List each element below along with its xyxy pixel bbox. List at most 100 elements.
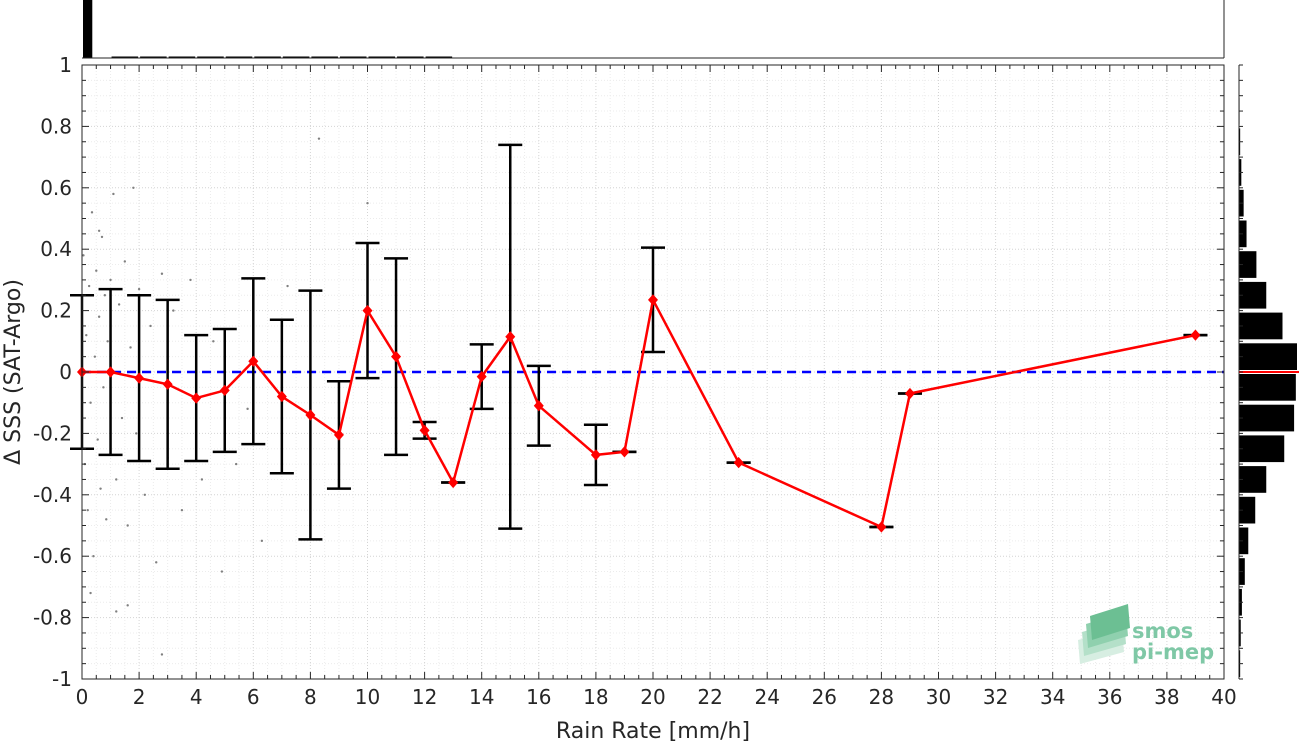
right-hist-bar	[1239, 527, 1249, 555]
x-tick-label: 34	[1040, 685, 1065, 709]
x-tick-label: 14	[469, 685, 494, 709]
scatter-point	[89, 591, 92, 595]
mean-marker	[476, 370, 487, 383]
scatter-point	[85, 333, 88, 337]
mean-marker	[391, 351, 402, 363]
scatter-point	[86, 508, 89, 512]
scatter-point	[160, 653, 164, 656]
mean-marker	[619, 446, 630, 458]
x-tick-label: 8	[304, 685, 317, 709]
mean-marker	[191, 392, 202, 404]
x-tick-label: 30	[926, 685, 951, 709]
scatter-point	[220, 570, 224, 573]
scatter-point	[93, 355, 97, 358]
scatter-point	[90, 211, 94, 214]
top-hist-bar	[140, 56, 167, 58]
x-tick-label: 32	[983, 685, 1008, 709]
x-tick-label: 22	[697, 685, 722, 709]
x-tick-label: 20	[640, 685, 665, 709]
mean-marker	[162, 378, 173, 390]
mean-marker	[219, 384, 230, 397]
scatter-point	[115, 478, 118, 481]
scatter-points	[82, 137, 369, 656]
mean-marker	[590, 449, 601, 461]
y-tick-label: 0.4	[40, 237, 72, 261]
y-tick-label: -1	[52, 667, 72, 691]
scatter-point	[117, 303, 121, 306]
mean-marker	[419, 424, 430, 436]
scatter-point	[286, 284, 289, 288]
scatter-point	[137, 287, 141, 291]
y-tick-label: 0.2	[40, 299, 72, 323]
logo-layers-icon	[1078, 604, 1130, 664]
top-hist-bar	[83, 0, 93, 58]
scatter-point	[96, 438, 99, 441]
mean-marker	[448, 476, 459, 489]
logo-text-pimep: pi-mep	[1132, 640, 1214, 664]
y-tick-label: 0.6	[40, 176, 72, 200]
right-hist-bar	[1239, 343, 1297, 370]
x-tick-label: 26	[812, 685, 837, 709]
y-tick-label: 0	[59, 360, 72, 384]
y-tick-label: -0.8	[33, 606, 72, 630]
scatter-point	[149, 324, 152, 328]
x-tick-label: 16	[526, 685, 551, 709]
scatter-point	[143, 493, 147, 496]
mean-marker	[505, 331, 516, 343]
scatter-point	[126, 604, 129, 607]
scatter-point	[82, 254, 85, 257]
x-tick-label: 10	[355, 685, 380, 709]
x-tick-label: 24	[754, 685, 779, 709]
mean-marker	[134, 372, 145, 384]
x-tick-label: 12	[412, 685, 437, 709]
mean-line	[82, 296, 1196, 529]
scatter-point	[200, 478, 204, 481]
scatter-point	[132, 186, 135, 189]
top-hist-bar	[311, 56, 338, 58]
scatter-point	[99, 487, 102, 490]
scatter-point	[246, 407, 249, 411]
mean-marker	[1190, 329, 1201, 341]
right-hist-bar	[1239, 496, 1256, 524]
scatter-point	[135, 432, 138, 435]
mean-marker	[248, 355, 259, 367]
top-hist-bar	[254, 56, 281, 58]
mean-marker	[647, 294, 659, 306]
top-hist-bar	[111, 56, 139, 58]
scatter-point	[106, 340, 109, 343]
scatter-point	[172, 309, 175, 312]
scatter-point	[89, 401, 92, 404]
logo-text-smos: smos	[1132, 619, 1193, 643]
x-tick-label: 6	[247, 685, 260, 709]
scatter-point	[97, 315, 101, 318]
x-tick-label: 38	[1154, 685, 1179, 709]
mean-marker	[333, 429, 344, 441]
scatter-point	[115, 610, 118, 613]
right-histogram	[1238, 64, 1299, 680]
top-hist-bar	[425, 56, 453, 58]
scatter-point	[160, 272, 164, 275]
scatter-point	[87, 284, 91, 288]
scatter-point	[260, 539, 264, 543]
scatter-point	[95, 269, 98, 272]
mean-marker	[876, 521, 887, 533]
scatter-point	[317, 137, 321, 140]
mean-marker	[533, 400, 544, 412]
top-hist-bar	[339, 56, 367, 58]
scatter-point	[129, 346, 132, 349]
mean-marker	[105, 366, 116, 378]
scatter-point	[103, 294, 107, 297]
mean-markers	[76, 294, 1201, 533]
scatter-point	[212, 340, 215, 343]
scatter-point	[366, 201, 369, 205]
x-axis-label: Rain Rate [mm/h]	[556, 719, 750, 744]
mean-marker	[904, 387, 915, 400]
scatter-point	[155, 561, 158, 564]
top-hist-bar	[368, 56, 396, 58]
scatter-point	[189, 278, 192, 282]
scatter-point	[105, 518, 108, 521]
top-histogram	[82, 0, 1225, 59]
right-hist-bar	[1239, 312, 1283, 340]
scatter-point	[120, 416, 124, 420]
